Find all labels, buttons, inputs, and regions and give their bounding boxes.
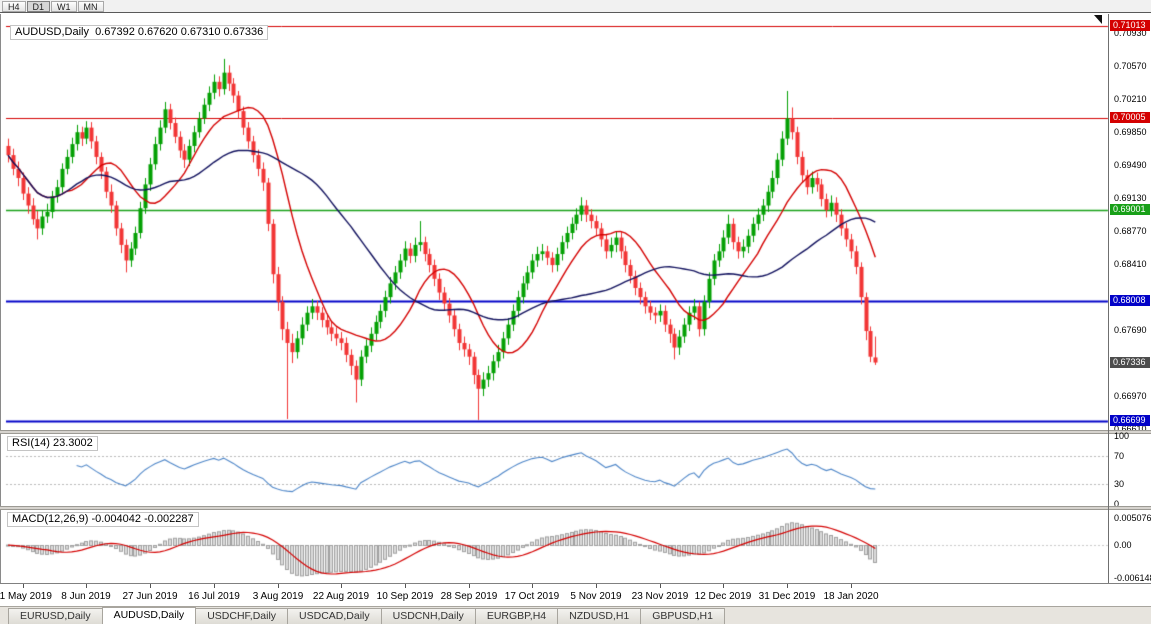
price-axis-label: 0.66970 <box>1114 391 1147 402</box>
timeframe-button-h4[interactable]: H4 <box>2 0 26 12</box>
date-tick <box>660 584 661 588</box>
date-axis[interactable]: 21 May 2019 8 Jun 2019 27 Jun 2019 16 Jul 2… <box>0 583 1151 606</box>
price-level-badge: 0.70005 <box>1110 112 1150 123</box>
date-tick <box>532 584 533 588</box>
date-tick <box>787 584 788 588</box>
price-axis-label: 0.70930 <box>1114 28 1147 39</box>
chart-tab-usdcad-daily[interactable]: USDCAD,Daily <box>287 608 382 624</box>
chart-tab-bar: EURUSD,Daily AUDUSD,Daily USDCHF,Daily USDC… <box>0 606 1151 624</box>
date-label: 8 Jun 2019 <box>61 591 111 602</box>
chart-shift-marker-icon <box>1094 15 1102 24</box>
date-label: 10 Sep 2019 <box>376 591 434 602</box>
date-label: 23 Nov 2019 <box>631 591 689 602</box>
chart-title: AUDUSD,Daily 0.67392 0.67620 0.67310 0.6… <box>10 25 269 40</box>
date-tick <box>150 584 151 588</box>
date-tick <box>86 584 87 588</box>
rsi-header: RSI(14) 23.3002 <box>7 436 98 451</box>
date-label: 28 Sep 2019 <box>440 591 498 602</box>
price-axis-label: 0.67690 <box>1114 325 1147 336</box>
date-tick <box>723 584 724 588</box>
price-level-badge: 0.67336 <box>1110 356 1150 368</box>
date-tick <box>214 584 215 588</box>
price-axis-label: 0.66610 <box>1114 424 1147 434</box>
price-axis-label: 0.70210 <box>1114 94 1147 105</box>
macd-header: MACD(12,26,9) -0.004042 -0.002287 <box>7 512 199 527</box>
price-level-badge: 0.69001 <box>1110 203 1150 215</box>
timeframe-button-w1[interactable]: W1 <box>51 0 77 12</box>
date-label: 17 Oct 2019 <box>504 591 560 602</box>
timeframe-button-mn[interactable]: MN <box>77 0 104 12</box>
rsi-axis-label: 70 <box>1114 451 1125 462</box>
price-axis-label: 0.69490 <box>1114 160 1147 171</box>
rsi-indicator-canvas[interactable] <box>0 434 1110 506</box>
date-label: 31 Dec 2019 <box>758 591 816 602</box>
chart-tab-eurusd-daily[interactable]: EURUSD,Daily <box>8 608 103 624</box>
price-level-badge: 0.68008 <box>1110 294 1150 306</box>
price-axis-label: 0.68410 <box>1114 259 1147 270</box>
date-label: 27 Jun 2019 <box>122 591 178 602</box>
price-axis-label: 0.69850 <box>1114 127 1147 138</box>
price-axis-label: 0.69130 <box>1114 193 1147 204</box>
chart-left-border <box>0 14 1 606</box>
timeframe-button-d1[interactable]: D1 <box>26 0 51 12</box>
chart-tab-usdcnh-daily[interactable]: USDCNH,Daily <box>380 608 476 624</box>
price-level-badge: 0.71013 <box>1110 19 1150 31</box>
macd-axis-label: 0.005076 <box>1114 512 1151 523</box>
price-axis-label: 0.68770 <box>1114 226 1147 237</box>
rsi-axis-label: 30 <box>1114 478 1125 489</box>
macd-panel-splitter[interactable] <box>0 506 1151 510</box>
rsi-axis-label: 0 <box>1114 498 1120 509</box>
chart-tab-usdchf-daily[interactable]: USDCHF,Daily <box>195 608 289 624</box>
date-tick <box>851 584 852 588</box>
date-label: 18 Jan 2020 <box>823 591 879 602</box>
date-label: 22 Aug 2019 <box>312 591 370 602</box>
date-tick <box>23 584 24 588</box>
chart-tab-nzdusd-h1[interactable]: NZDUSD,H1 <box>557 608 642 624</box>
date-tick <box>405 584 406 588</box>
rsi-panel-splitter[interactable] <box>0 430 1151 434</box>
price-level-badge: 0.66699 <box>1110 414 1150 426</box>
macd-axis: 0.005076 0.00 -0.006148 <box>1110 510 1151 583</box>
date-label: 12 Dec 2019 <box>694 591 752 602</box>
date-label: 5 Nov 2019 <box>570 591 622 602</box>
price-chart-canvas[interactable] <box>0 14 1110 430</box>
chart-tab-gbpusd-h1[interactable]: GBPUSD,H1 <box>640 608 725 624</box>
rsi-axis: 100 70 30 0 <box>1110 431 1151 509</box>
chart-tab-audusd-daily[interactable]: AUDUSD,Daily <box>101 607 197 624</box>
macd-axis-label: -0.006148 <box>1114 572 1151 583</box>
date-label: 21 May 2019 <box>0 591 52 602</box>
rsi-axis-label: 100 <box>1114 431 1130 442</box>
axis-separator <box>1108 14 1109 583</box>
timeframe-toolbar: H4 D1 W1 MN <box>0 0 1151 13</box>
date-tick <box>469 584 470 588</box>
price-axis-label: 0.70570 <box>1114 61 1147 72</box>
date-label: 16 Jul 2019 <box>188 591 240 602</box>
date-tick <box>596 584 597 588</box>
macd-axis-label: 0.00 <box>1114 540 1132 551</box>
date-tick <box>278 584 279 588</box>
chart-tab-eurgbp-h4[interactable]: EURGBP,H4 <box>474 608 559 624</box>
date-label: 3 Aug 2019 <box>252 591 304 602</box>
price-axis[interactable]: 0.70930 0.70570 0.70210 0.69850 0.69490 0.691… <box>1110 14 1151 434</box>
date-tick <box>341 584 342 588</box>
